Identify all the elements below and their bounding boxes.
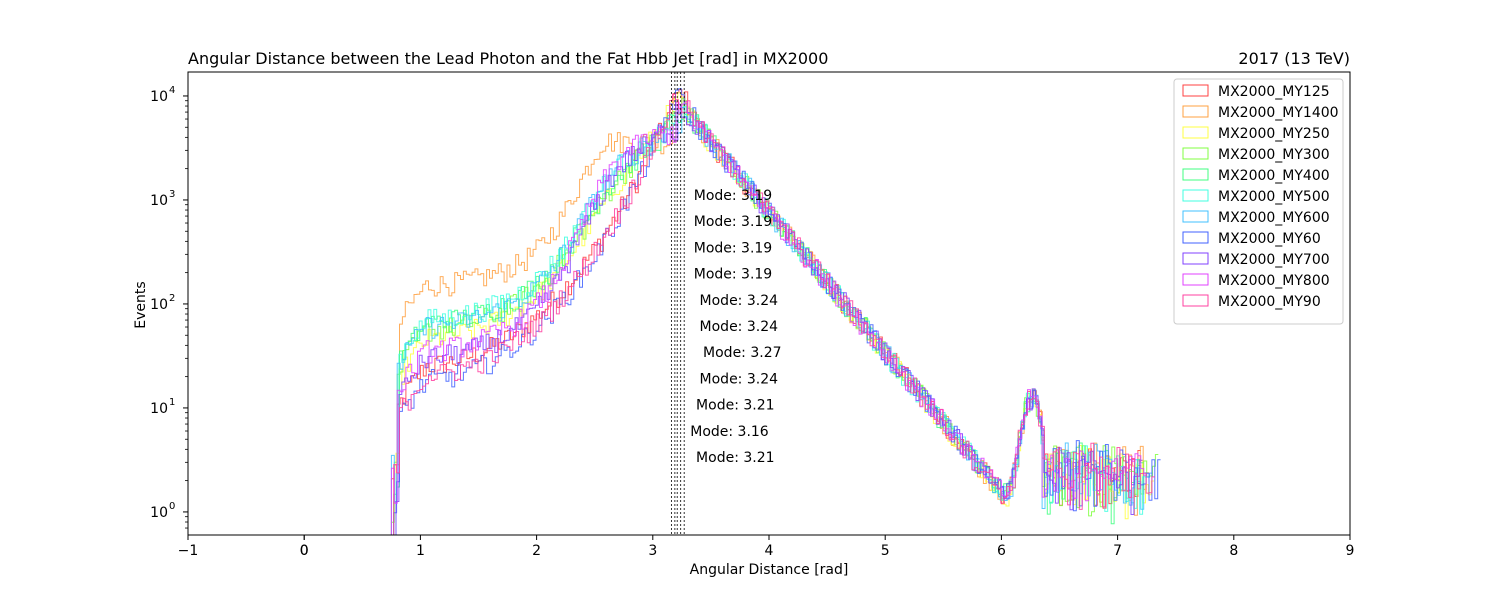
series-MX2000_MY60 xyxy=(393,88,1161,535)
x-tick-label: 9 xyxy=(1346,543,1355,559)
mode-label: Mode: 3.24 xyxy=(700,319,779,335)
legend-label: MX2000_MY1400 xyxy=(1218,105,1339,121)
chart-right-title: 2017 (13 TeV) xyxy=(1238,49,1350,68)
legend-swatch xyxy=(1182,294,1209,307)
legend-label: MX2000_MY250 xyxy=(1218,126,1330,142)
legend-swatch xyxy=(1182,147,1209,160)
legend-swatch xyxy=(1182,210,1209,223)
y-tick-exponent: 2 xyxy=(169,293,175,304)
x-tick-label: 6 xyxy=(997,543,1006,559)
mode-label: Mode: 3.27 xyxy=(703,345,781,361)
legend-swatch xyxy=(1182,252,1209,265)
legend-label: MX2000_MY125 xyxy=(1218,84,1330,100)
y-tick-label: 10 xyxy=(150,297,168,313)
legend-label: MX2000_MY90 xyxy=(1218,294,1321,310)
mode-label: Mode: 3.19 xyxy=(694,240,772,256)
x-axis-label: Angular Distance [rad] xyxy=(690,562,849,578)
y-tick-label: 10 xyxy=(150,401,168,417)
x-tick-label: 7 xyxy=(1113,543,1122,559)
legend-label: MX2000_MY500 xyxy=(1218,189,1330,205)
y-tick-label: 10 xyxy=(150,89,168,105)
x-tick-label: 3 xyxy=(648,543,657,559)
x-tick-label: 1 xyxy=(416,543,425,559)
x-tick-label: 2 xyxy=(532,543,541,559)
legend-label: MX2000_MY300 xyxy=(1218,147,1330,163)
series-MX2000_MY1400 xyxy=(393,97,1149,535)
legend-label: MX2000_MY600 xyxy=(1218,210,1330,226)
mode-label: Mode: 3.19 xyxy=(694,267,772,283)
legend-swatch xyxy=(1182,231,1209,244)
legend-label: MX2000_MY800 xyxy=(1218,273,1330,289)
y-tick-exponent: 0 xyxy=(169,501,175,512)
series-MX2000_MY90 xyxy=(393,93,1155,535)
x-tick-label: 0 xyxy=(300,543,309,559)
mode-label: Mode: 3.19 xyxy=(694,214,772,230)
chart-title: Angular Distance between the Lead Photon… xyxy=(188,49,828,68)
series-MX2000_MY800 xyxy=(390,101,1147,535)
x-tick-label: 8 xyxy=(1229,543,1238,559)
legend-label: MX2000_MY400 xyxy=(1218,168,1330,184)
y-tick-exponent: 1 xyxy=(169,397,175,408)
x-tick-label: 5 xyxy=(881,543,890,559)
x-axis-ticks: −1 00 1 2 3 4 5 6 7 8 9 xyxy=(178,535,1355,559)
series-layer xyxy=(390,88,1161,535)
legend-label: MX2000_MY700 xyxy=(1218,252,1330,268)
mode-label: Mode: 3.16 xyxy=(690,424,769,440)
legend-swatch xyxy=(1182,189,1209,202)
legend-box xyxy=(1173,78,1344,325)
legend-swatch xyxy=(1182,84,1209,97)
mode-label: Mode: 3.24 xyxy=(700,371,779,387)
legend-swatch xyxy=(1182,168,1209,181)
mode-label: Mode: 3.21 xyxy=(696,398,774,414)
mode-label: Mode: 3.24 xyxy=(700,293,779,309)
mode-lines xyxy=(670,72,685,535)
legend-swatch xyxy=(1182,105,1209,118)
legend-swatch xyxy=(1182,273,1209,286)
x-tick-label: 0 xyxy=(300,543,309,559)
legend-label: MX2000_MY60 xyxy=(1218,231,1321,247)
y-tick-label: 10 xyxy=(150,193,168,209)
y-tick-exponent: 4 xyxy=(169,85,175,96)
legend-swatch xyxy=(1182,126,1209,139)
x-tick-label: −1 xyxy=(178,543,199,559)
y-axis-label: Events xyxy=(133,281,149,328)
mode-label: Mode: 3.21 xyxy=(696,450,774,466)
x-tick-label: 4 xyxy=(765,543,774,559)
legend: MX2000_MY125 MX2000_MY1400 MX2000_MY250 MX2… xyxy=(1173,78,1344,325)
y-tick-label: 10 xyxy=(150,505,168,521)
mode-labels: Mode: 3.19 Mode: 3.19 Mode: 3.19 Mode: 3.19… xyxy=(690,188,781,466)
mode-label: Mode: 3.19 xyxy=(694,188,772,204)
y-tick-exponent: 3 xyxy=(169,189,175,200)
